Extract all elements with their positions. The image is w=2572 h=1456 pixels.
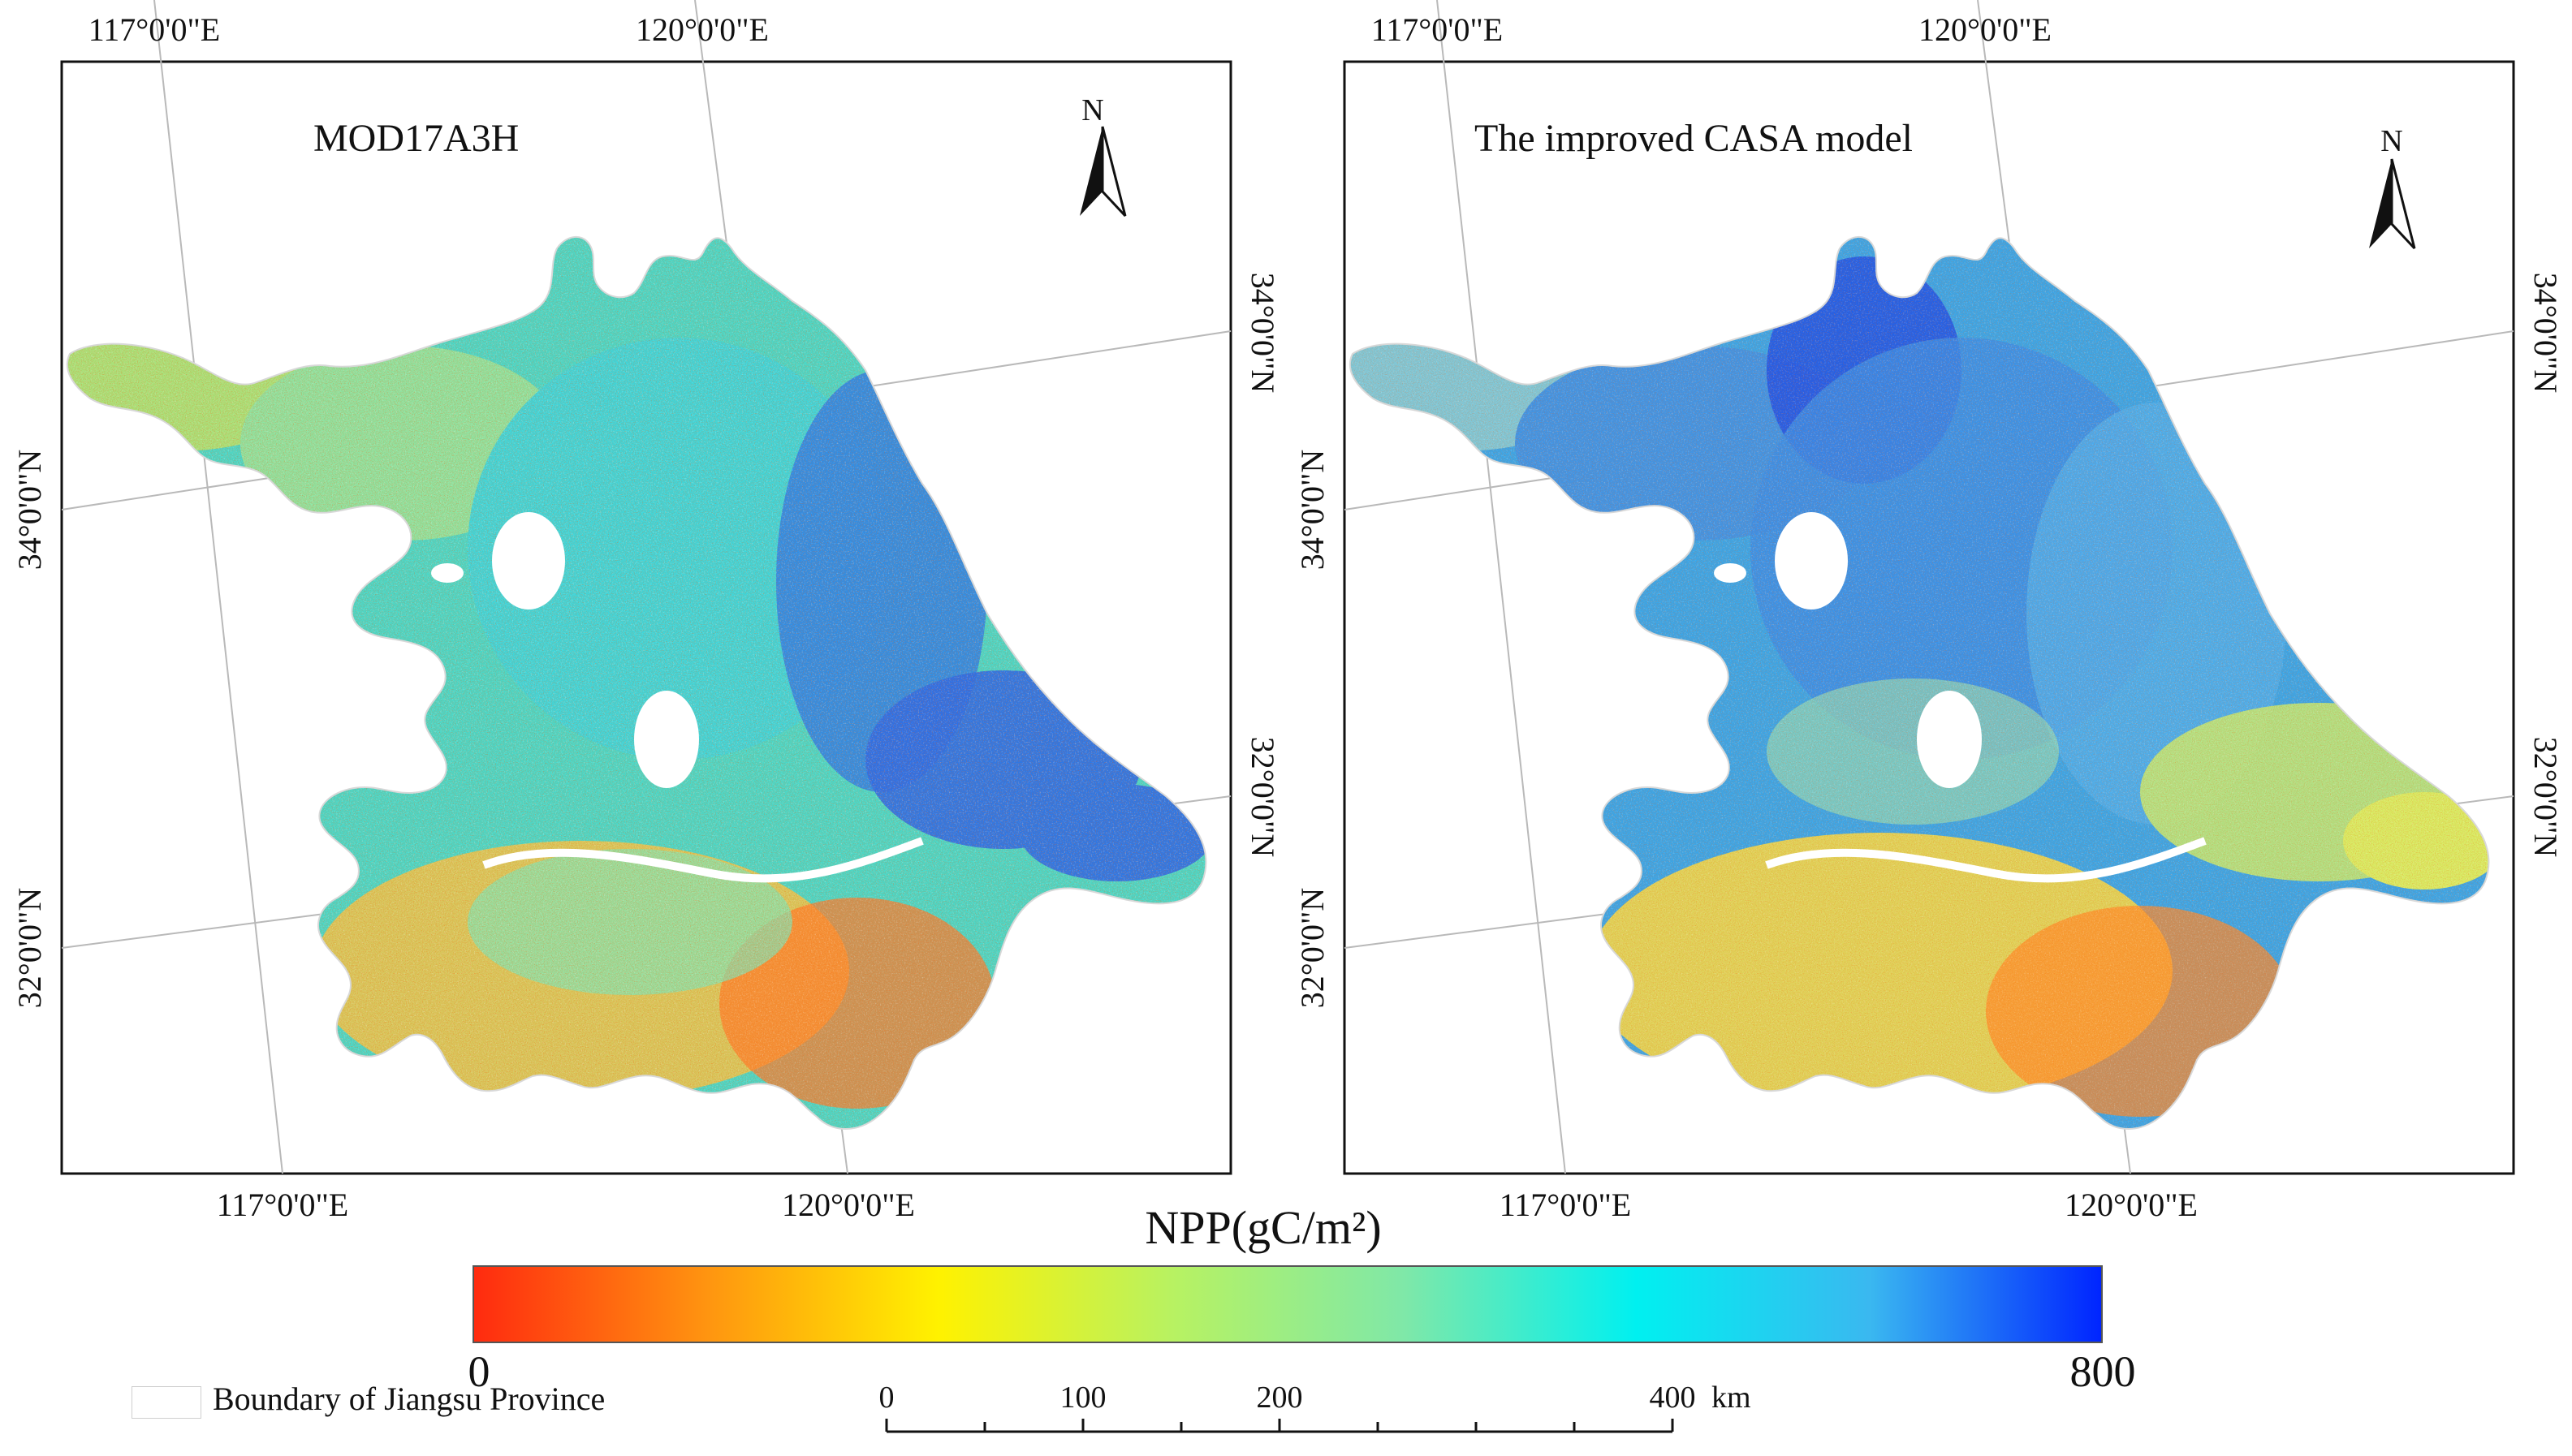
colorbar-min-label: 0 <box>468 1347 490 1396</box>
scale-label-100: 100 <box>1060 1381 1107 1415</box>
lat-right-label-34: 34°0'0"N <box>1245 273 1281 393</box>
north-arrow <box>1080 126 1127 218</box>
lon-bottom-label-117: 117°0'0"E <box>1500 1187 1631 1223</box>
lat-right-label-32: 32°0'0"N <box>2527 737 2564 857</box>
lat-right-label-34: 34°0'0"N <box>2527 273 2564 393</box>
lon-top-label-117: 117°0'0"E <box>88 11 220 48</box>
lon-top-label-120: 120°0'0"E <box>636 11 769 48</box>
lon-bottom-label-120: 120°0'0"E <box>2065 1187 2198 1223</box>
panel-title: The improved CASA model <box>1474 117 1913 160</box>
lat-left-label-32: 32°0'0"N <box>11 888 48 1008</box>
lat-left-label-34: 34°0'0"N <box>1294 450 1331 570</box>
scale-label-0: 0 <box>879 1381 895 1415</box>
boundary-legend-label: Boundary of Jiangsu Province <box>213 1381 606 1417</box>
scale-bar <box>885 1419 1674 1433</box>
colorbar-title: NPP(gC/m²) <box>1145 1201 1381 1254</box>
lon-top-label-120: 120°0'0"E <box>1918 11 2052 48</box>
north-label: N <box>2380 124 2402 158</box>
lon-bottom-label-117: 117°0'0"E <box>217 1187 348 1223</box>
lon-bottom-label-120: 120°0'0"E <box>782 1187 915 1223</box>
lat-right-label-32: 32°0'0"N <box>1245 737 1281 857</box>
lon-top-label-117: 117°0'0"E <box>1371 11 1503 48</box>
colorbar-max-label: 800 <box>2070 1347 2136 1396</box>
lat-left-label-32: 32°0'0"N <box>1294 888 1331 1008</box>
map-panel-mod17a3h: N MOD17A3H <box>60 0 1232 1175</box>
scale-unit: km <box>1711 1381 1751 1415</box>
north-arrow <box>2369 158 2416 250</box>
map-panel-improved-casa: N The improved CASA model <box>1343 0 2515 1175</box>
panel-title: MOD17A3H <box>313 117 519 160</box>
boundary-legend-swatch <box>132 1386 201 1419</box>
north-label: N <box>1081 93 1103 127</box>
lat-left-label-34: 34°0'0"N <box>11 450 48 570</box>
colorbar <box>473 1265 2103 1343</box>
scale-label-400: 400 <box>1650 1381 1696 1415</box>
scale-label-200: 200 <box>1257 1381 1303 1415</box>
